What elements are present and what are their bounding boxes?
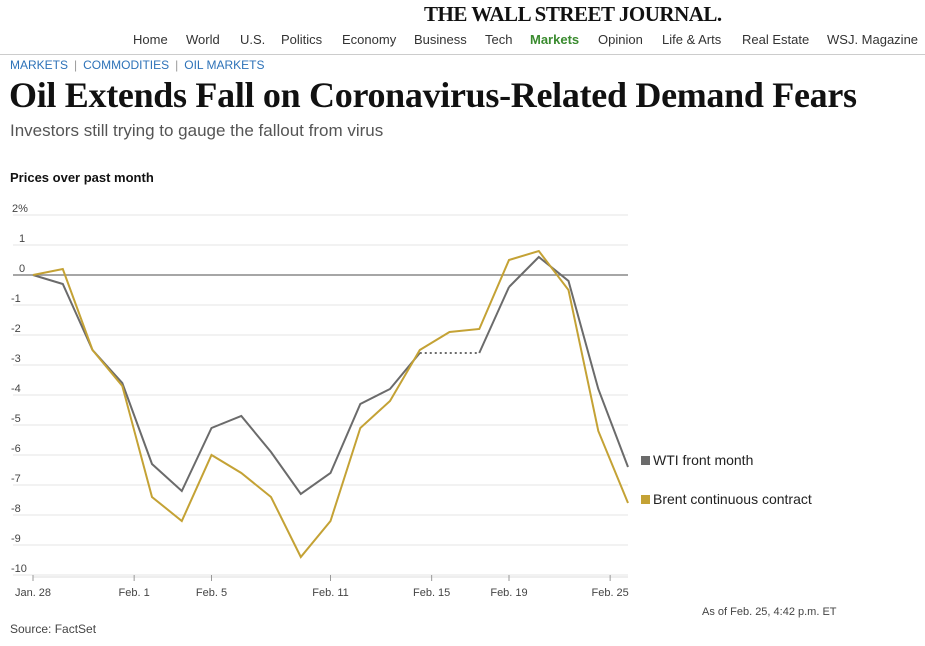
chart-timestamp: As of Feb. 25, 4:42 p.m. ET bbox=[702, 606, 837, 618]
y-tick-label: -7 bbox=[11, 473, 21, 485]
y-tick-label: 0 bbox=[19, 263, 25, 275]
nav-item-home[interactable]: Home bbox=[133, 32, 168, 47]
article-headline: Oil Extends Fall on Coronavirus-Related … bbox=[9, 75, 857, 115]
legend-swatch bbox=[641, 495, 650, 504]
chart-source: Source: FactSet bbox=[10, 622, 97, 636]
y-tick-label: -10 bbox=[11, 563, 27, 575]
x-tick-label: Feb. 19 bbox=[490, 587, 527, 599]
brent-line bbox=[32, 249, 629, 559]
y-tick-label: -4 bbox=[11, 383, 21, 395]
nav-item-politics[interactable]: Politics bbox=[281, 32, 323, 47]
x-tick-label: Jan. 28 bbox=[15, 587, 51, 599]
x-tick-label: Feb. 11 bbox=[312, 587, 349, 599]
breadcrumb-commodities[interactable]: COMMODITIES bbox=[83, 58, 170, 72]
y-tick-label: 1 bbox=[19, 233, 25, 245]
chart-legend: WTI front month Brent continuous contract bbox=[641, 452, 812, 507]
chart-series bbox=[32, 249, 629, 559]
nav-item-economy[interactable]: Economy bbox=[342, 32, 397, 47]
y-tick-label: -8 bbox=[11, 503, 21, 515]
legend-swatch bbox=[641, 456, 650, 465]
nav-item-opinion[interactable]: Opinion bbox=[598, 32, 643, 47]
x-tick-label: Feb. 15 bbox=[413, 587, 450, 599]
nav-item-tech[interactable]: Tech bbox=[485, 32, 513, 47]
y-tick-label: -1 bbox=[11, 293, 21, 305]
nav-item-us[interactable]: U.S. bbox=[240, 32, 266, 47]
article-dek: Investors still trying to gauge the fall… bbox=[10, 121, 384, 140]
breadcrumb: MARKETS | COMMODITIES | OIL MARKETS bbox=[10, 58, 265, 72]
nav-item-markets[interactable]: Markets bbox=[530, 32, 580, 47]
breadcrumb-separator: | bbox=[74, 58, 78, 72]
legend-label: Brent continuous contract bbox=[653, 491, 812, 507]
y-tick-label: 2% bbox=[12, 203, 28, 215]
y-tick-label: -3 bbox=[11, 353, 21, 365]
breadcrumb-separator: | bbox=[175, 58, 179, 72]
y-tick-label: -6 bbox=[11, 443, 21, 455]
wsj-logo[interactable]: THE WALL STREET JOURNAL. bbox=[424, 2, 722, 26]
x-tick-label: Feb. 25 bbox=[591, 587, 628, 599]
nav-item-life-arts[interactable]: Life & Arts bbox=[662, 32, 722, 47]
y-tick-label: -5 bbox=[11, 413, 21, 425]
series-segment bbox=[478, 286, 510, 354]
price-chart: 2% 1 0 -1 -2 -3 -4 -5 -6 -7 -8 -9 -10 Jan. 28 Feb. 1 Fe… bbox=[11, 203, 812, 599]
nav-item-world[interactable]: World bbox=[186, 32, 220, 47]
nav-divider bbox=[0, 54, 925, 55]
wti-line bbox=[32, 255, 629, 496]
y-tick-label: -9 bbox=[11, 533, 21, 545]
main-nav: Home World U.S. Politics Economy Busines… bbox=[0, 32, 925, 52]
breadcrumb-oil-markets[interactable]: OIL MARKETS bbox=[184, 58, 265, 72]
x-tick-label: Feb. 5 bbox=[196, 587, 227, 599]
x-tick-label: Feb. 1 bbox=[119, 587, 150, 599]
chart-title: Prices over past month bbox=[10, 170, 154, 185]
legend-label: WTI front month bbox=[653, 452, 753, 468]
y-tick-label: -2 bbox=[11, 323, 21, 335]
nav-item-business[interactable]: Business bbox=[414, 32, 467, 47]
nav-item-real-estate[interactable]: Real Estate bbox=[742, 32, 810, 47]
breadcrumb-markets[interactable]: MARKETS bbox=[10, 58, 69, 72]
nav-item-wsj-magazine[interactable]: WSJ. Magazine bbox=[827, 32, 919, 47]
chart-grid: 2% 1 0 -1 -2 -3 -4 -5 -6 -7 -8 -9 -10 Jan. 28 Feb. 1 Fe… bbox=[11, 203, 629, 599]
